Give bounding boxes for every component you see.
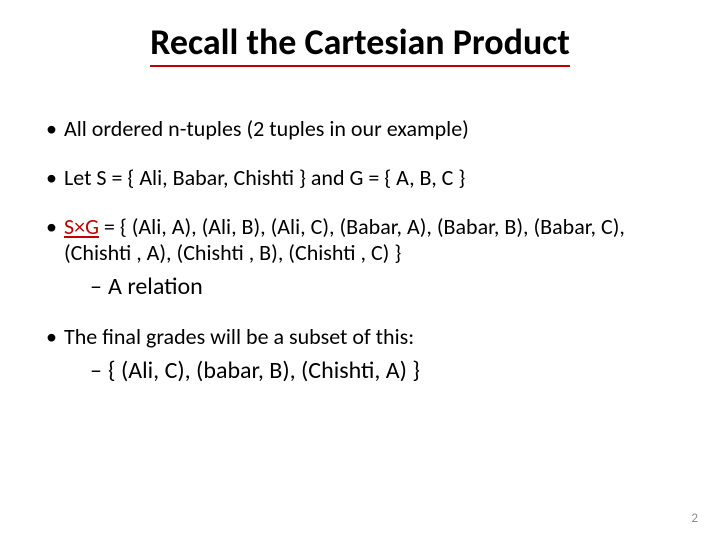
title-text: Recall the Cartesian Product bbox=[150, 20, 570, 67]
bullet-4-sub: { (Ali, C), (babar, B), (Chishti, A) } bbox=[46, 357, 674, 386]
bullet-4-sub-text: { (Ali, C), (babar, B), (Chishti, A) } bbox=[108, 356, 420, 385]
bullet-3-sub-text: A relation bbox=[108, 272, 203, 301]
bullet-4-text: The final grades will be a subset of thi… bbox=[64, 323, 414, 350]
bullet-1: All ordered n-tuples (2 tuples in our ex… bbox=[46, 116, 674, 143]
bullet-3-rest: = { (Ali, A), (Ali, B), (Ali, C), (Babar… bbox=[64, 213, 625, 267]
bullet-3-prefix: S×G bbox=[64, 213, 99, 240]
slide-body: All ordered n-tuples (2 tuples in our ex… bbox=[46, 116, 674, 408]
slide-title: Recall the Cartesian Product bbox=[0, 20, 720, 64]
bullet-2: Let S = { Ali, Babar, Chishti } and G = … bbox=[46, 165, 674, 192]
bullet-3: S×G = { (Ali, A), (Ali, B), (Ali, C), (B… bbox=[46, 214, 674, 268]
bullet-2-text: Let S = { Ali, Babar, Chishti } and G = … bbox=[64, 164, 465, 191]
slide: Recall the Cartesian Product All ordered… bbox=[0, 0, 720, 540]
bullet-4: The final grades will be a subset of thi… bbox=[46, 324, 674, 351]
page-number: 2 bbox=[691, 511, 698, 526]
bullet-3-sub: A relation bbox=[46, 273, 674, 302]
bullet-1-text: All ordered n-tuples (2 tuples in our ex… bbox=[64, 115, 469, 142]
